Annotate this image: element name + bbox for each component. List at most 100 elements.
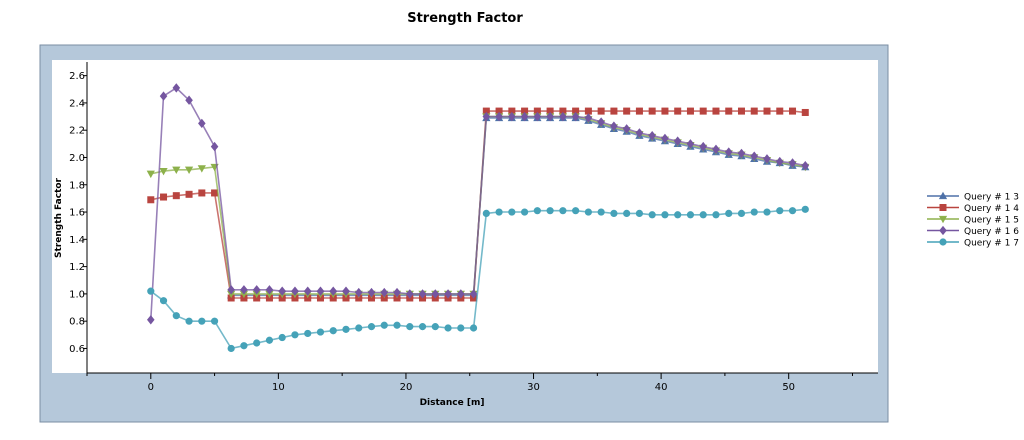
data-point	[406, 323, 414, 331]
y-tick-label: 2.2	[69, 126, 85, 137]
data-point	[597, 107, 605, 115]
data-point	[291, 331, 299, 339]
data-point	[520, 111, 529, 122]
x-tick-label: 30	[527, 382, 540, 393]
data-point	[712, 144, 720, 154]
data-point	[648, 130, 656, 141]
data-point	[610, 209, 618, 218]
legend-item: Query # 1 5	[927, 216, 1019, 226]
series-5	[147, 205, 809, 353]
data-point	[776, 207, 784, 215]
data-point	[763, 208, 771, 216]
data-point	[750, 107, 758, 115]
series-4	[147, 83, 810, 325]
y-tick-label: 0.6	[69, 344, 85, 355]
legend-item: Query # 1 6	[927, 225, 1019, 237]
data-point	[240, 285, 248, 295]
data-point	[197, 165, 206, 173]
y-tick-label: 1.4	[69, 235, 85, 246]
data-point	[610, 107, 618, 115]
y-tick-label: 2.4	[69, 98, 85, 109]
data-point	[159, 91, 168, 101]
data-point	[635, 128, 644, 138]
data-point	[584, 113, 593, 123]
chart-title: Strength Factor	[407, 11, 523, 26]
data-point	[316, 328, 325, 336]
data-point	[147, 196, 155, 204]
data-point	[380, 287, 389, 298]
data-point	[210, 141, 219, 152]
data-point	[431, 289, 440, 299]
data-point	[482, 209, 490, 218]
data-point	[737, 209, 746, 218]
data-point	[789, 107, 797, 115]
y-tick-label: 2.0	[69, 153, 85, 164]
legend-swatch-marker	[939, 238, 947, 246]
legend-label: Query # 1 4	[964, 204, 1019, 214]
data-point	[253, 339, 261, 347]
data-point	[482, 111, 491, 122]
data-point	[147, 287, 155, 295]
legend-item: Query # 1 3	[927, 191, 1019, 203]
data-point	[533, 207, 541, 215]
data-point	[172, 166, 181, 174]
data-point	[533, 111, 542, 122]
axes: 0.6 0.8 1.0 1.2 1.4 1.6 1.8 2.0 2.2 2.4 2.6 0 10 20 30…	[69, 62, 878, 393]
data-point	[725, 209, 733, 218]
data-point	[622, 124, 631, 134]
data-point	[546, 207, 554, 215]
data-point	[610, 121, 618, 131]
data-point	[686, 107, 694, 115]
x-axis-label: Distance [m]	[420, 398, 485, 408]
data-point	[648, 211, 656, 219]
data-point	[316, 286, 325, 296]
data-point	[211, 189, 219, 197]
data-point	[712, 107, 720, 115]
y-tick-label: 1.6	[69, 208, 85, 219]
series-line	[231, 117, 806, 297]
legend-item: Query # 1 4	[927, 204, 1019, 214]
y-tick-label: 2.6	[69, 71, 85, 82]
data-point	[750, 151, 759, 161]
data-point	[393, 287, 401, 298]
data-point	[584, 208, 592, 216]
data-point	[686, 139, 695, 149]
data-point	[763, 107, 771, 115]
legend-label: Query # 1 3	[964, 193, 1019, 203]
data-point	[724, 147, 733, 157]
data-point	[635, 107, 643, 115]
data-point	[185, 95, 193, 105]
data-point	[495, 111, 503, 122]
data-point	[623, 209, 631, 218]
data-point	[457, 324, 465, 332]
data-point	[457, 289, 465, 299]
data-point	[801, 160, 810, 171]
data-point	[737, 107, 745, 115]
data-point	[147, 315, 155, 325]
data-point	[278, 286, 286, 296]
data-point	[418, 323, 427, 331]
data-point	[788, 207, 797, 215]
data-point	[495, 208, 503, 216]
data-point	[699, 141, 708, 152]
data-point	[559, 207, 567, 215]
data-point	[674, 211, 682, 219]
data-point	[342, 286, 350, 296]
y-axis-label: Strength Factor	[54, 177, 64, 258]
y-tick-label: 1.8	[69, 180, 85, 191]
data-point	[304, 329, 312, 338]
data-point	[159, 167, 168, 176]
legend-swatch-marker	[938, 215, 948, 224]
data-point	[776, 107, 784, 115]
y-tick-label: 1.0	[69, 289, 85, 300]
data-point	[240, 342, 248, 350]
data-point	[380, 321, 388, 329]
data-point	[184, 166, 194, 174]
data-point	[172, 192, 180, 200]
x-tick-label: 50	[782, 382, 795, 393]
data-point	[146, 170, 155, 179]
x-tick-label: 10	[272, 382, 285, 393]
data-point	[469, 324, 478, 332]
data-point	[559, 111, 567, 122]
